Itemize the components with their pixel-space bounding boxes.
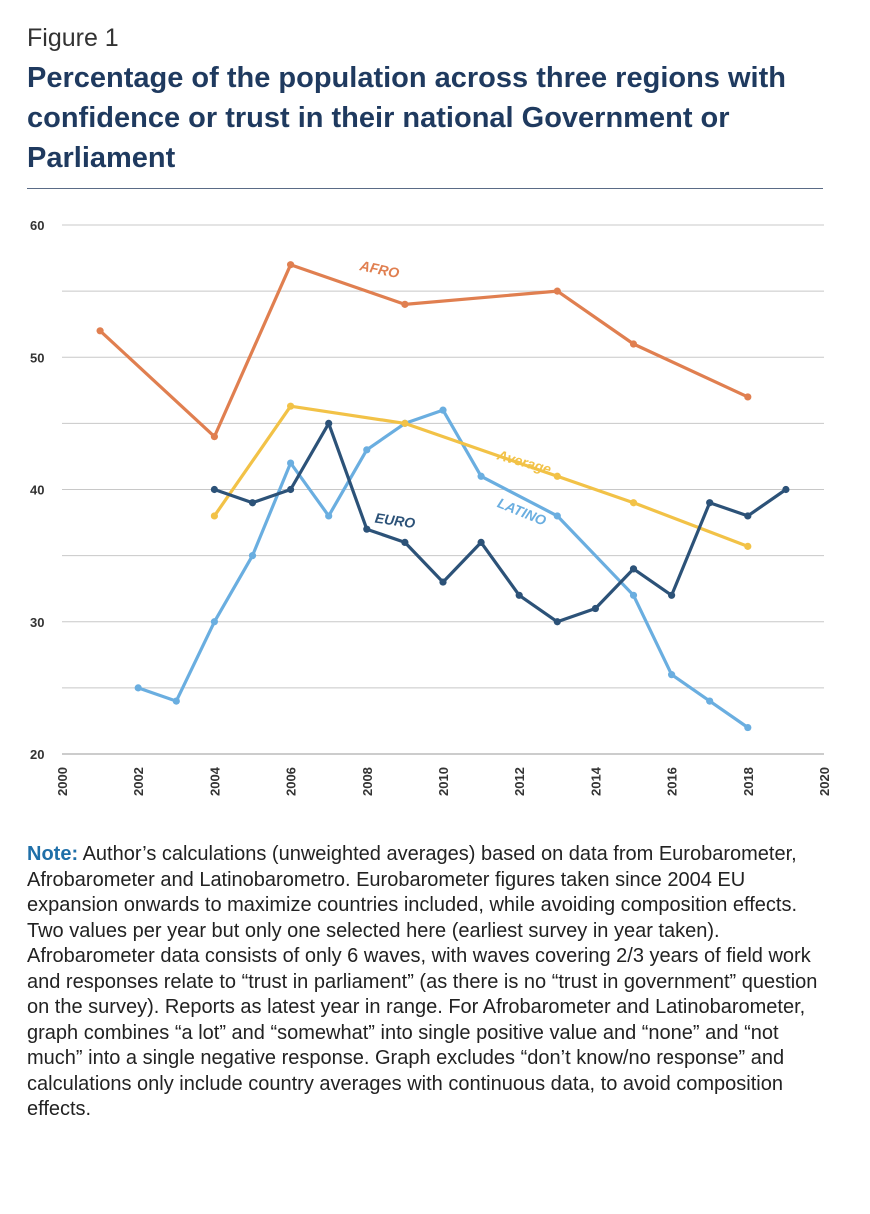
series-line-average — [212, 404, 750, 548]
series-label-latino: LATINO — [495, 495, 548, 529]
data-point-average — [744, 542, 752, 550]
data-point-afro — [401, 300, 409, 308]
x-tick-label: 2008 — [360, 767, 375, 796]
y-tick-label: 60 — [30, 218, 44, 233]
y-tick-label: 50 — [30, 350, 44, 365]
series-latino — [134, 406, 752, 732]
note-text: Author’s calculations (unweighted averag… — [27, 843, 818, 1120]
data-point-afro — [553, 287, 561, 295]
data-point-latino — [706, 697, 714, 705]
data-point-euro — [706, 499, 714, 507]
x-tick-label: 2002 — [131, 767, 146, 796]
data-point-average — [287, 402, 295, 410]
x-tick-label: 2018 — [741, 767, 756, 796]
data-point-latino — [363, 446, 371, 454]
data-point-latino — [668, 671, 676, 679]
data-point-latino — [744, 723, 752, 732]
series-label-afro: AFRO — [358, 257, 401, 281]
data-point-euro — [325, 419, 333, 427]
data-point-euro — [401, 538, 409, 546]
series-euro — [210, 419, 790, 626]
data-point-average — [210, 512, 218, 520]
data-point-euro — [477, 538, 485, 546]
data-point-euro — [287, 485, 295, 494]
series-afro — [96, 261, 752, 441]
data-point-latino — [210, 618, 218, 626]
grid-lines — [62, 224, 824, 755]
y-tick-label: 30 — [30, 615, 44, 630]
data-point-afro — [629, 340, 638, 348]
y-tick-label: 20 — [30, 747, 44, 762]
data-point-latino — [629, 591, 638, 599]
data-point-afro — [744, 393, 752, 401]
data-point-euro — [248, 499, 257, 507]
y-axis-ticks: 20 30 40 50 60 — [30, 218, 44, 762]
x-tick-label: 2010 — [436, 767, 451, 796]
data-point-average — [401, 419, 409, 427]
title-divider — [27, 188, 823, 189]
data-point-euro — [668, 591, 676, 599]
data-point-average — [629, 499, 638, 507]
data-point-euro — [439, 578, 447, 586]
series-label-euro: EURO — [374, 510, 416, 531]
series-line-afro — [98, 263, 750, 439]
data-point-euro — [744, 512, 752, 520]
series-label-average: Average — [495, 446, 554, 477]
data-point-latino — [325, 512, 333, 520]
series-line-latino — [136, 408, 750, 730]
data-point-euro — [515, 591, 523, 599]
data-point-latino — [553, 512, 561, 520]
x-tick-label: 2004 — [207, 766, 222, 796]
series-line-euro — [212, 421, 788, 624]
data-point-average — [553, 472, 561, 480]
x-tick-label: 2006 — [284, 767, 299, 796]
x-tick-label: 2020 — [817, 767, 832, 796]
data-point-latino — [477, 472, 485, 480]
y-tick-label: 40 — [30, 483, 44, 498]
x-tick-label: 2000 — [55, 767, 70, 796]
data-point-latino — [439, 406, 447, 414]
data-point-euro — [363, 525, 371, 533]
figure-label: Figure 1 — [27, 24, 119, 52]
data-point-afro — [287, 261, 295, 269]
data-point-afro — [96, 327, 104, 335]
note-label: Note: — [27, 843, 79, 865]
x-axis-ticks: 2000 2002 2004 2006 2008 2010 2012 2014 2016 2018… — [55, 766, 832, 796]
data-point-latino — [134, 684, 142, 692]
x-tick-label: 2014 — [588, 766, 603, 796]
x-tick-label: 2012 — [512, 767, 527, 796]
series-average — [210, 402, 752, 550]
data-point-euro — [553, 618, 561, 626]
data-point-latino — [248, 552, 257, 560]
data-point-euro — [591, 604, 600, 613]
data-point-euro — [210, 485, 218, 494]
x-tick-label: 2016 — [665, 767, 680, 796]
data-point-euro — [629, 565, 638, 573]
data-point-euro — [782, 485, 790, 494]
series-group — [96, 261, 790, 732]
chart-title: Percentage of the population across thre… — [27, 62, 786, 174]
data-point-afro — [210, 433, 218, 441]
data-point-latino — [287, 459, 295, 467]
chart-note: Note: Author’s calculations (unweighted … — [27, 842, 827, 1123]
data-point-latino — [172, 697, 180, 705]
